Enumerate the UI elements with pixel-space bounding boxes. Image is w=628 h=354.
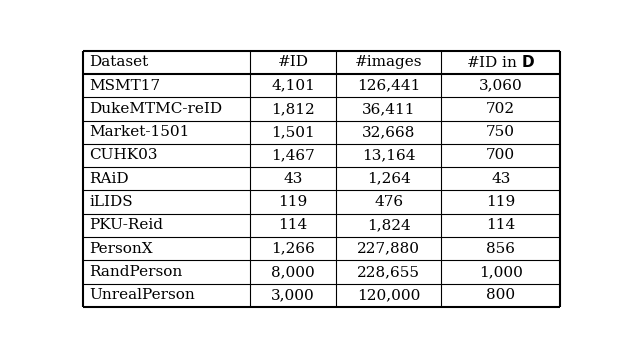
Text: 120,000: 120,000 xyxy=(357,288,420,302)
Text: 476: 476 xyxy=(374,195,403,209)
Text: 114: 114 xyxy=(486,218,516,232)
Text: 227,880: 227,880 xyxy=(357,242,420,256)
Text: 1,824: 1,824 xyxy=(367,218,411,232)
Text: 1,264: 1,264 xyxy=(367,172,411,186)
Text: 43: 43 xyxy=(491,172,511,186)
Text: #ID: #ID xyxy=(278,55,309,69)
Text: 800: 800 xyxy=(486,288,516,302)
Text: MSMT17: MSMT17 xyxy=(89,79,160,93)
Text: 3,060: 3,060 xyxy=(479,79,522,93)
Text: #images: #images xyxy=(355,55,423,69)
Text: 32,668: 32,668 xyxy=(362,125,415,139)
Text: #ID in $\mathbf{D}$: #ID in $\mathbf{D}$ xyxy=(466,54,535,70)
Text: RAiD: RAiD xyxy=(89,172,129,186)
Text: 13,164: 13,164 xyxy=(362,148,415,162)
Text: Market-1501: Market-1501 xyxy=(89,125,190,139)
Text: 1,501: 1,501 xyxy=(271,125,315,139)
Text: 114: 114 xyxy=(279,218,308,232)
Text: iLIDS: iLIDS xyxy=(89,195,133,209)
Text: 8,000: 8,000 xyxy=(271,265,315,279)
Text: Dataset: Dataset xyxy=(89,55,148,69)
Text: 36,411: 36,411 xyxy=(362,102,415,116)
Text: 750: 750 xyxy=(486,125,515,139)
Text: PKU-Reid: PKU-Reid xyxy=(89,218,163,232)
Text: CUHK03: CUHK03 xyxy=(89,148,158,162)
Text: 4,101: 4,101 xyxy=(271,79,315,93)
Text: 1,812: 1,812 xyxy=(271,102,315,116)
Text: 1,000: 1,000 xyxy=(479,265,522,279)
Text: 702: 702 xyxy=(486,102,516,116)
Text: PersonX: PersonX xyxy=(89,242,153,256)
Text: 856: 856 xyxy=(486,242,515,256)
Text: 1,266: 1,266 xyxy=(271,242,315,256)
Text: 119: 119 xyxy=(279,195,308,209)
Text: 228,655: 228,655 xyxy=(357,265,420,279)
Text: 126,441: 126,441 xyxy=(357,79,420,93)
Text: DukeMTMC-reID: DukeMTMC-reID xyxy=(89,102,222,116)
Text: 700: 700 xyxy=(486,148,516,162)
Text: 119: 119 xyxy=(486,195,516,209)
Text: RandPerson: RandPerson xyxy=(89,265,183,279)
Text: UnrealPerson: UnrealPerson xyxy=(89,288,195,302)
Text: 3,000: 3,000 xyxy=(271,288,315,302)
Text: 43: 43 xyxy=(284,172,303,186)
Text: 1,467: 1,467 xyxy=(271,148,315,162)
